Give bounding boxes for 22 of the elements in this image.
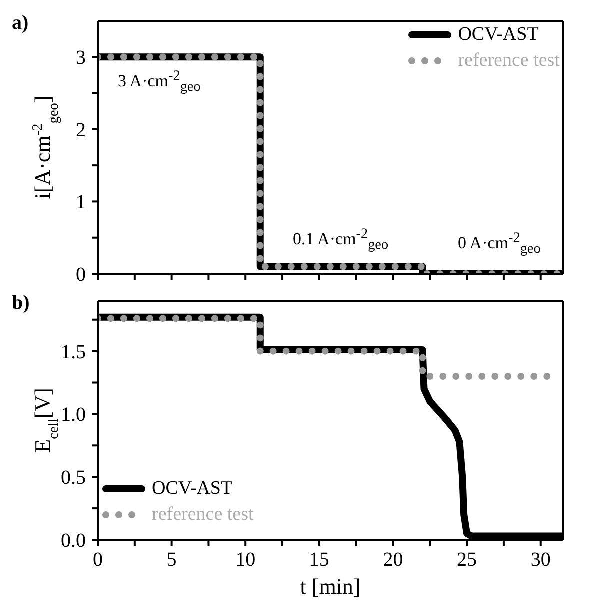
legend-label: OCV-AST (458, 24, 539, 46)
x-axis-title: t [min] (300, 574, 361, 599)
chart-title: b) (12, 292, 30, 315)
x-tick-label: 0 (93, 549, 103, 571)
legend-label: reference test (152, 504, 254, 526)
y-tick-label: 0.5 (61, 467, 86, 490)
x-tick-label: 30 (530, 549, 551, 571)
legend-label: OCV-AST (152, 478, 233, 500)
x-tick-label: 5 (166, 549, 177, 571)
x-tick-label: 25 (457, 549, 478, 571)
y-tick-label: 1.5 (61, 341, 86, 364)
x-tick-label: 20 (383, 549, 404, 571)
y-tick-label: 0 (76, 264, 86, 286)
x-tick-label: 15 (309, 549, 330, 571)
chart-title: a) (12, 12, 29, 35)
y-tick-label: 0.0 (61, 530, 86, 552)
x-tick-label: 10 (236, 549, 256, 571)
y-tick-label: 2 (76, 119, 86, 142)
y-tick-label: 1.0 (61, 404, 86, 426)
y-tick-label: 1 (76, 192, 86, 214)
legend-label: reference test (458, 50, 560, 72)
y-tick-label: 3 (76, 47, 86, 70)
